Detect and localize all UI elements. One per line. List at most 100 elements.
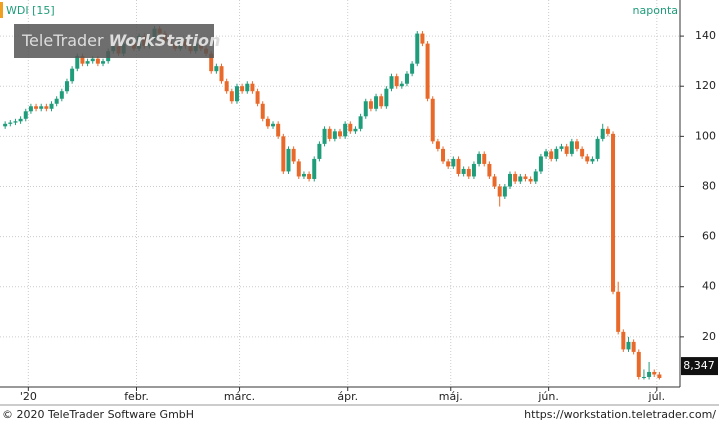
candle-body <box>569 141 574 154</box>
candle-body <box>513 173 518 182</box>
candle-body <box>49 103 54 109</box>
candle-body <box>281 136 286 172</box>
candle-body <box>59 91 64 99</box>
candle-body <box>64 81 69 92</box>
candle-body <box>312 158 317 179</box>
candle-body <box>317 143 322 159</box>
candle-body <box>435 141 440 149</box>
watermark-product: WorkStation <box>109 31 221 50</box>
candle-body <box>265 118 270 127</box>
candle-body <box>95 58 100 64</box>
candle-body <box>477 153 482 164</box>
candle-body <box>399 83 404 87</box>
candle-body <box>70 68 75 82</box>
candle-body <box>332 131 337 139</box>
chart-title: WDI [15] <box>6 4 55 17</box>
candle-body <box>574 141 579 149</box>
candle-body <box>404 73 409 84</box>
candle-body <box>482 153 487 164</box>
candle-body <box>652 371 657 375</box>
candle-body <box>508 173 512 187</box>
candle-body <box>229 91 234 102</box>
candle-body <box>420 33 425 44</box>
candle-body <box>224 81 229 92</box>
candle-body <box>451 158 456 167</box>
candle-body <box>85 61 90 64</box>
candle-body <box>502 186 507 197</box>
candle-body <box>214 66 219 72</box>
candle-body <box>245 83 250 92</box>
candle-body <box>271 123 276 127</box>
y-tick-label: 100 <box>695 129 716 142</box>
candle-body <box>554 148 559 159</box>
candle-body <box>374 96 379 109</box>
x-tick-label: '20 <box>20 390 37 403</box>
candle-body <box>8 122 13 124</box>
candle-body <box>301 173 306 177</box>
candle-body <box>18 118 23 122</box>
candle-body <box>636 351 641 377</box>
candle-body <box>611 133 616 292</box>
candle-body <box>647 371 652 377</box>
candle-body <box>101 61 106 64</box>
candle-body <box>580 148 585 157</box>
candle-body <box>590 158 595 162</box>
candle-body <box>234 86 239 102</box>
x-tick-label: júl. <box>648 390 666 403</box>
y-tick-label: 80 <box>702 179 716 192</box>
x-tick-label: jún. <box>537 390 559 403</box>
candle-body <box>538 156 543 172</box>
candle-body <box>34 106 39 109</box>
candle-body <box>446 161 451 167</box>
candle-body <box>384 88 389 107</box>
candle-body <box>394 76 399 87</box>
watermark-text: TeleTrader WorkStation <box>21 31 220 50</box>
candle-body <box>430 98 435 142</box>
x-tick-label: máj. <box>439 390 463 403</box>
candle-body <box>3 123 8 127</box>
candle-body <box>348 123 353 132</box>
last-price-label: 8,347 <box>683 359 715 372</box>
candle-body <box>260 103 265 119</box>
candle-body <box>518 176 523 182</box>
candle-body <box>487 163 492 177</box>
candle-body <box>44 106 49 109</box>
candle-body <box>296 161 301 177</box>
candle-body <box>616 291 621 332</box>
x-tick-label: márc. <box>224 390 255 403</box>
candle-body <box>379 96 384 107</box>
candle-body <box>291 148 296 162</box>
candle-body <box>657 374 662 378</box>
candle-body <box>471 163 476 177</box>
watermark-box <box>14 24 214 58</box>
y-tick-label: 20 <box>702 330 716 343</box>
candle-body <box>456 158 461 174</box>
watermark-brand: TeleTrader <box>21 31 104 50</box>
candle-body <box>358 116 363 129</box>
candle-body <box>528 178 533 182</box>
candle-body <box>415 33 420 64</box>
candle-body <box>368 101 373 109</box>
candle-body <box>523 176 528 179</box>
candle-body <box>600 128 605 139</box>
series-marker <box>0 2 3 18</box>
candle-body <box>240 86 245 92</box>
candle-body <box>322 128 327 144</box>
candle-body <box>492 176 497 187</box>
y-tick-label: 60 <box>702 230 716 243</box>
candle-body <box>595 138 600 159</box>
candle-body <box>286 148 291 172</box>
y-tick-label: 120 <box>695 79 716 92</box>
candle-body <box>338 131 342 137</box>
candle-body <box>585 156 590 162</box>
candle-body <box>544 151 549 157</box>
candle-body <box>13 121 18 123</box>
candle-body <box>641 376 646 378</box>
candle-body <box>626 341 631 350</box>
candle-body <box>497 186 502 197</box>
candle-body <box>410 63 415 74</box>
candle-body <box>28 106 33 112</box>
url[interactable]: https://workstation.teletrader.com/ <box>524 408 716 421</box>
